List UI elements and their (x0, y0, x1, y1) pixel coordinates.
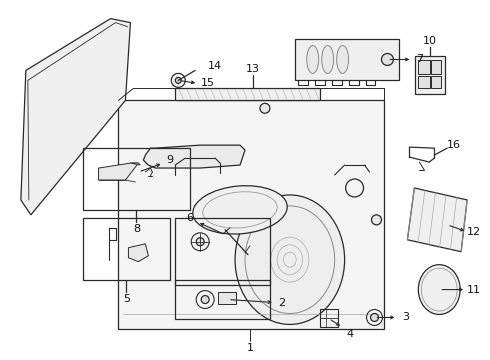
Bar (218, 292, 236, 303)
Ellipse shape (193, 186, 287, 234)
Circle shape (175, 77, 181, 84)
Text: 14: 14 (208, 62, 222, 71)
Text: 1: 1 (246, 343, 253, 354)
Circle shape (371, 215, 382, 225)
Text: 9: 9 (167, 155, 174, 165)
Bar (175, 280, 270, 319)
Ellipse shape (235, 195, 344, 324)
Text: 11: 11 (467, 284, 481, 294)
Bar (431, 76, 441, 88)
Bar (175, 218, 270, 285)
Bar (295, 39, 399, 80)
Ellipse shape (307, 45, 318, 73)
Text: 4: 4 (346, 329, 353, 339)
Polygon shape (144, 145, 245, 168)
Bar (175, 88, 319, 100)
Bar (83, 148, 190, 210)
Text: 2: 2 (278, 297, 285, 307)
Text: 5: 5 (123, 293, 130, 303)
Bar (119, 100, 385, 329)
Polygon shape (130, 163, 141, 165)
Bar (83, 218, 171, 280)
Ellipse shape (337, 45, 348, 73)
Polygon shape (98, 163, 138, 180)
Text: 10: 10 (423, 36, 437, 46)
Text: 3: 3 (402, 312, 409, 323)
Text: 15: 15 (201, 78, 215, 88)
Text: 16: 16 (447, 140, 461, 150)
Polygon shape (407, 188, 467, 252)
Polygon shape (128, 244, 148, 262)
Text: 13: 13 (246, 64, 260, 75)
Ellipse shape (418, 265, 460, 315)
Circle shape (196, 238, 204, 246)
Bar (418, 60, 430, 75)
Circle shape (260, 103, 270, 113)
Text: 6: 6 (187, 213, 194, 223)
Bar (319, 310, 338, 328)
Bar (431, 60, 441, 75)
Circle shape (382, 54, 393, 66)
Circle shape (201, 296, 209, 303)
Polygon shape (21, 19, 130, 215)
Circle shape (370, 314, 378, 321)
Text: 7: 7 (416, 54, 423, 64)
Text: 8: 8 (133, 224, 140, 234)
Text: 12: 12 (467, 227, 481, 237)
Ellipse shape (322, 45, 334, 73)
Bar (418, 76, 430, 88)
Bar (416, 57, 445, 94)
